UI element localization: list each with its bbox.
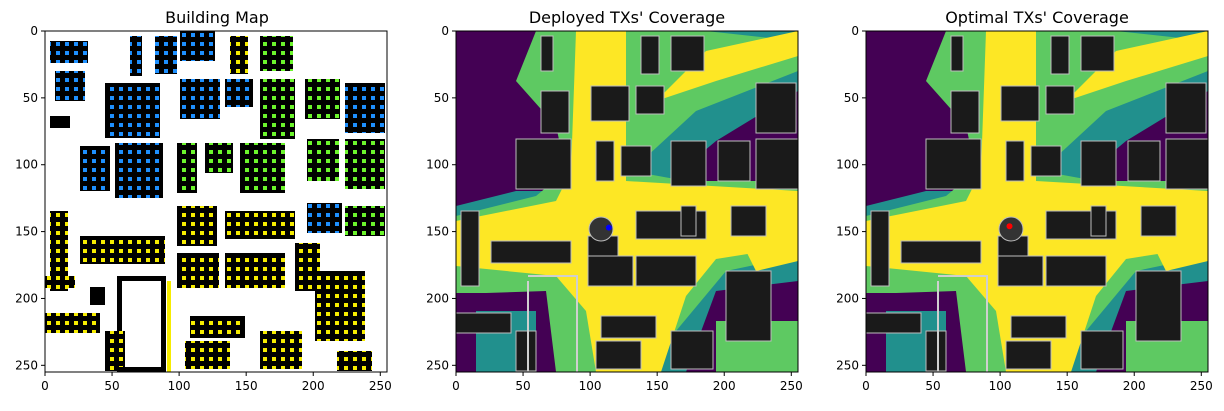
- y-tick-label: 100: [836, 158, 859, 172]
- x-tick-label: 250: [780, 379, 803, 393]
- x-tick-label: 100: [168, 379, 191, 393]
- x-tick-label: 200: [302, 379, 325, 393]
- panel-title: Optimal TXs' Coverage: [945, 8, 1129, 27]
- road-outline: [527, 275, 578, 372]
- panel-deployed-coverage: Deployed TXs' Coverage: [455, 8, 799, 372]
- x-tick-label: 150: [1056, 379, 1079, 393]
- y-tick-label: 150: [15, 225, 38, 239]
- y-tick-label: 200: [426, 291, 449, 305]
- y-tick-label: 100: [15, 158, 38, 172]
- y-tick-label: 250: [836, 358, 859, 372]
- x-tick-label: 0: [862, 379, 870, 393]
- road-outline: [937, 275, 988, 372]
- x-tick-label: 200: [1123, 379, 1146, 393]
- axes-frame: [865, 30, 1209, 373]
- x-tick-label: 50: [104, 379, 119, 393]
- y-tick-label: 150: [426, 225, 449, 239]
- y-tick-label: 200: [836, 291, 859, 305]
- y-tick-label: 250: [426, 358, 449, 372]
- y-tick-label: 50: [434, 91, 449, 105]
- x-tick-label: 250: [1190, 379, 1213, 393]
- x-tick-label: 150: [646, 379, 669, 393]
- x-tick-label: 250: [369, 379, 392, 393]
- axes-frame: [44, 30, 388, 373]
- panel-building-map: Building Map: [45, 8, 389, 372]
- x-tick-label: 0: [452, 379, 460, 393]
- buildings-overlay: [455, 35, 799, 372]
- coverage-zones: [456, 31, 798, 372]
- buildings-overlay: [865, 35, 1209, 372]
- x-tick-label: 200: [713, 379, 736, 393]
- optimal-tx-marker: [1006, 223, 1013, 230]
- y-tick-label: 0: [30, 24, 38, 38]
- deployed-tx-marker: [605, 224, 612, 231]
- y-tick-label: 250: [15, 358, 38, 372]
- y-tick-label: 200: [15, 291, 38, 305]
- building-blocks: [45, 31, 385, 372]
- x-tick-label: 50: [925, 379, 940, 393]
- x-tick-label: 100: [579, 379, 602, 393]
- y-tick-label: 150: [836, 225, 859, 239]
- x-tick-label: 50: [515, 379, 530, 393]
- x-tick-label: 100: [989, 379, 1012, 393]
- x-tick-label: 0: [41, 379, 49, 393]
- panel-title: Deployed TXs' Coverage: [529, 8, 725, 27]
- y-tick-label: 0: [851, 24, 859, 38]
- axes-frame: [455, 30, 799, 373]
- panel-optimal-coverage: Optimal TXs' Coverage: [865, 8, 1209, 372]
- y-tick-label: 100: [426, 158, 449, 172]
- panel-title: Building Map: [165, 8, 269, 27]
- x-tick-label: 150: [235, 379, 258, 393]
- y-tick-label: 0: [441, 24, 449, 38]
- y-tick-label: 50: [23, 91, 38, 105]
- y-tick-label: 50: [844, 91, 859, 105]
